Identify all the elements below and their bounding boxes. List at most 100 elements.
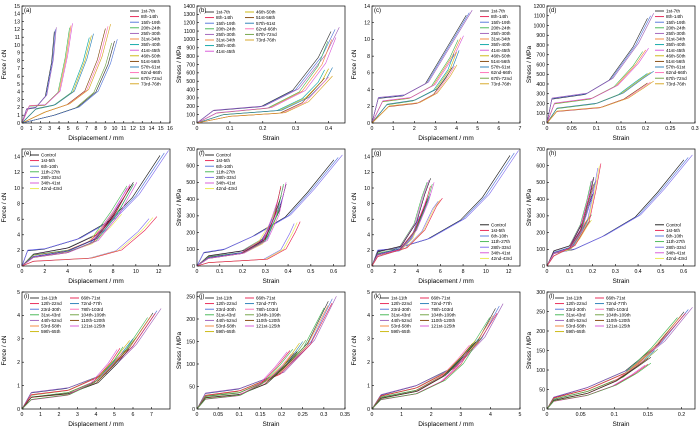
series-line [546, 163, 602, 267]
legend-entry: 28th-33rd [491, 245, 511, 250]
legend-entry: 59th-65th [566, 329, 586, 334]
legend-entry: 31st-34th [216, 38, 236, 43]
y-axis-label: Stress / MPa [526, 46, 533, 84]
legend-entry: 11th-27th [41, 169, 61, 174]
series-line [21, 346, 124, 410]
y-tick-label: 5 [17, 82, 20, 88]
y-axis-label: Force / cN [351, 49, 358, 79]
legend-entry: 104th-109th [606, 312, 631, 317]
legend-entry: 57th-61st [141, 65, 161, 70]
x-tick-label: 0.1 [593, 126, 600, 132]
y-tick-label: 400 [536, 197, 545, 203]
legend-entry: 1st-11th [216, 296, 233, 301]
x-tick-label: 0.6 [680, 269, 687, 275]
legend-entry: 42nd-43rd [41, 186, 62, 191]
y-tick-label: 8 [367, 54, 370, 60]
plot-frame [546, 291, 696, 410]
x-tick-label: 6 [76, 126, 79, 132]
legend-entry: 15th-19th [141, 20, 161, 25]
legend-entry: 25th-30th [216, 32, 236, 37]
x-tick-label: 5 [476, 126, 479, 132]
y-tick-label: 12 [14, 27, 20, 33]
legend-entry: 110th-120th [431, 318, 456, 323]
x-tick-label: 2 [430, 412, 433, 418]
x-tick-label: 1 [400, 412, 403, 418]
series-line [196, 75, 333, 124]
legend-entry: 34th-41st [41, 181, 61, 186]
x-tick-label: 0.2 [589, 269, 596, 275]
legend-entry: 35th-40th [141, 42, 161, 47]
x-tick-label: 12 [506, 269, 512, 275]
x-axis-label: Displacement / mm [68, 421, 124, 428]
legend-entry: 34th-41st [491, 250, 511, 255]
y-tick-label: 2 [367, 360, 370, 366]
x-tick-label: 14 [149, 126, 155, 132]
legend-entry: 1st-11th [566, 296, 583, 301]
y-tick-label: 250 [186, 294, 195, 300]
legend-entry: 72nd-77th [256, 301, 277, 306]
y-axis-label: Stress / MPa [176, 332, 183, 370]
legend-entry: 104th-109th [81, 312, 106, 317]
y-tick-label: 200 [186, 317, 195, 323]
legend-entry: 1st-7th [666, 9, 680, 14]
y-tick-label: 0 [367, 264, 370, 270]
legend-entry: 41st-45th [666, 48, 686, 53]
x-tick-label: 8 [462, 269, 465, 275]
y-tick-label: 400 [186, 197, 195, 203]
x-tick-label: 0.05 [576, 412, 586, 418]
panel-label: (f) [199, 151, 205, 157]
y-axis-label: Stress / MPa [526, 189, 533, 227]
series-line [546, 313, 686, 410]
legend-entry: 53rd-58th [216, 324, 236, 329]
y-tick-label: 0 [542, 121, 545, 127]
y-tick-label: 14 [364, 4, 370, 10]
legend-entry: 57th-61st [256, 21, 276, 26]
x-tick-label: 11 [121, 126, 126, 132]
chart-panel-l: 0 0.05 0.1 0.15 0.2 0 50 100 150 200 250 300 Strain S… [526, 290, 696, 428]
y-tick-label: 100 [536, 111, 545, 117]
legend-entry: 8th-14th [666, 14, 683, 19]
x-axis-label: Strain [263, 421, 280, 428]
y-tick-label: 1200 [183, 21, 195, 27]
legend-entry: 104th-109th [431, 312, 456, 317]
x-tick-label: 0 [546, 126, 549, 132]
panel-label: (l) [549, 294, 554, 300]
y-tick-label: 1300 [183, 12, 195, 18]
plot-frame [546, 5, 696, 124]
legend-entry: 35th-40th [491, 42, 511, 47]
legend-entry: 66th-71st [431, 296, 451, 301]
x-tick-label: 0 [196, 269, 199, 275]
series-line [546, 70, 654, 124]
legend-entry: Control [666, 222, 681, 227]
legend-entry: 53rd-58th [391, 324, 411, 329]
x-tick-label: 0 [196, 412, 199, 418]
legend-entry: 6th-10th [216, 164, 233, 169]
y-tick-label: 200 [536, 101, 545, 107]
x-tick-label: 13 [139, 126, 145, 132]
series-line [21, 24, 111, 124]
series-line [371, 10, 473, 124]
y-tick-label: 8 [367, 201, 370, 207]
series-line [196, 221, 301, 267]
chart-panel-f: 0 0.1 0.2 0.3 0.4 0.5 0.6 0 100 200 300 400 500 600 70… [176, 147, 346, 285]
x-tick-label: 0 [546, 412, 549, 418]
legend-entry: 12th-22nd [41, 301, 62, 306]
y-tick-label: 12 [364, 170, 370, 176]
x-tick-label: 4 [95, 412, 98, 418]
x-tick-label: 0.1 [566, 269, 573, 275]
x-tick-label: 3 [48, 126, 51, 132]
x-tick-label: 0.2 [642, 126, 649, 132]
y-tick-label: 300 [536, 290, 545, 296]
legend-entry: 1st-5th [216, 158, 230, 163]
x-tick-label: 2 [58, 412, 61, 418]
y-axis-label: Stress / MPa [176, 46, 183, 84]
x-tick-label: 4 [416, 269, 419, 275]
y-axis-label: Stress / MPa [176, 189, 183, 227]
x-tick-label: 2 [393, 269, 396, 275]
legend-entry: 6th-10th [666, 234, 683, 239]
y-tick-label: 3 [17, 97, 20, 103]
x-tick-label: 0.3 [292, 126, 299, 132]
legend-entry: 31st-34th [491, 37, 511, 42]
chart-panel-j: 0 0.05 0.1 0.15 0.2 0.25 0.3 0.35 0 50 100 150 200 25… [176, 291, 350, 428]
